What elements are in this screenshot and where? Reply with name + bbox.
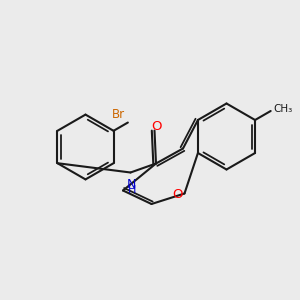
Text: Br: Br [112, 108, 125, 121]
Text: H: H [128, 185, 136, 195]
Text: N: N [127, 178, 136, 191]
Text: O: O [151, 120, 161, 134]
Text: CH₃: CH₃ [273, 104, 292, 115]
Text: O: O [173, 188, 183, 202]
